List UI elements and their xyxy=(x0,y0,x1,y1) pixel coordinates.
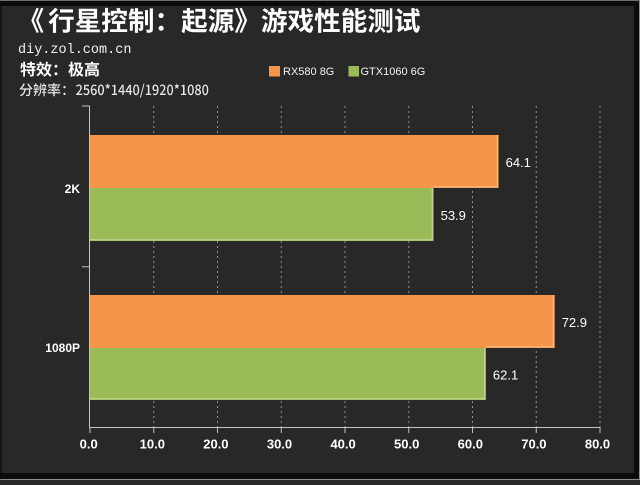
svg-text:53.9: 53.9 xyxy=(441,208,466,223)
svg-text:diy.zol.com.cn: diy.zol.com.cn xyxy=(18,43,131,58)
svg-text:50.0: 50.0 xyxy=(394,436,419,451)
svg-text:70.0: 70.0 xyxy=(521,436,546,451)
svg-text:1080P: 1080P xyxy=(45,341,80,355)
svg-text:64.1: 64.1 xyxy=(506,155,531,170)
svg-text:60.0: 60.0 xyxy=(458,436,483,451)
svg-text:72.9: 72.9 xyxy=(562,315,587,330)
svg-text:2K: 2K xyxy=(65,182,81,196)
svg-text:62.1: 62.1 xyxy=(493,368,518,383)
svg-text:80.0: 80.0 xyxy=(585,436,610,451)
svg-text:0.0: 0.0 xyxy=(80,436,98,451)
svg-text:30.0: 30.0 xyxy=(267,436,292,451)
svg-text:20.0: 20.0 xyxy=(203,436,228,451)
svg-text:GTX1060 6G: GTX1060 6G xyxy=(361,66,426,78)
svg-text:RX580 8G: RX580 8G xyxy=(283,66,334,78)
svg-text:40.0: 40.0 xyxy=(330,436,355,451)
svg-text:10.0: 10.0 xyxy=(140,436,165,451)
